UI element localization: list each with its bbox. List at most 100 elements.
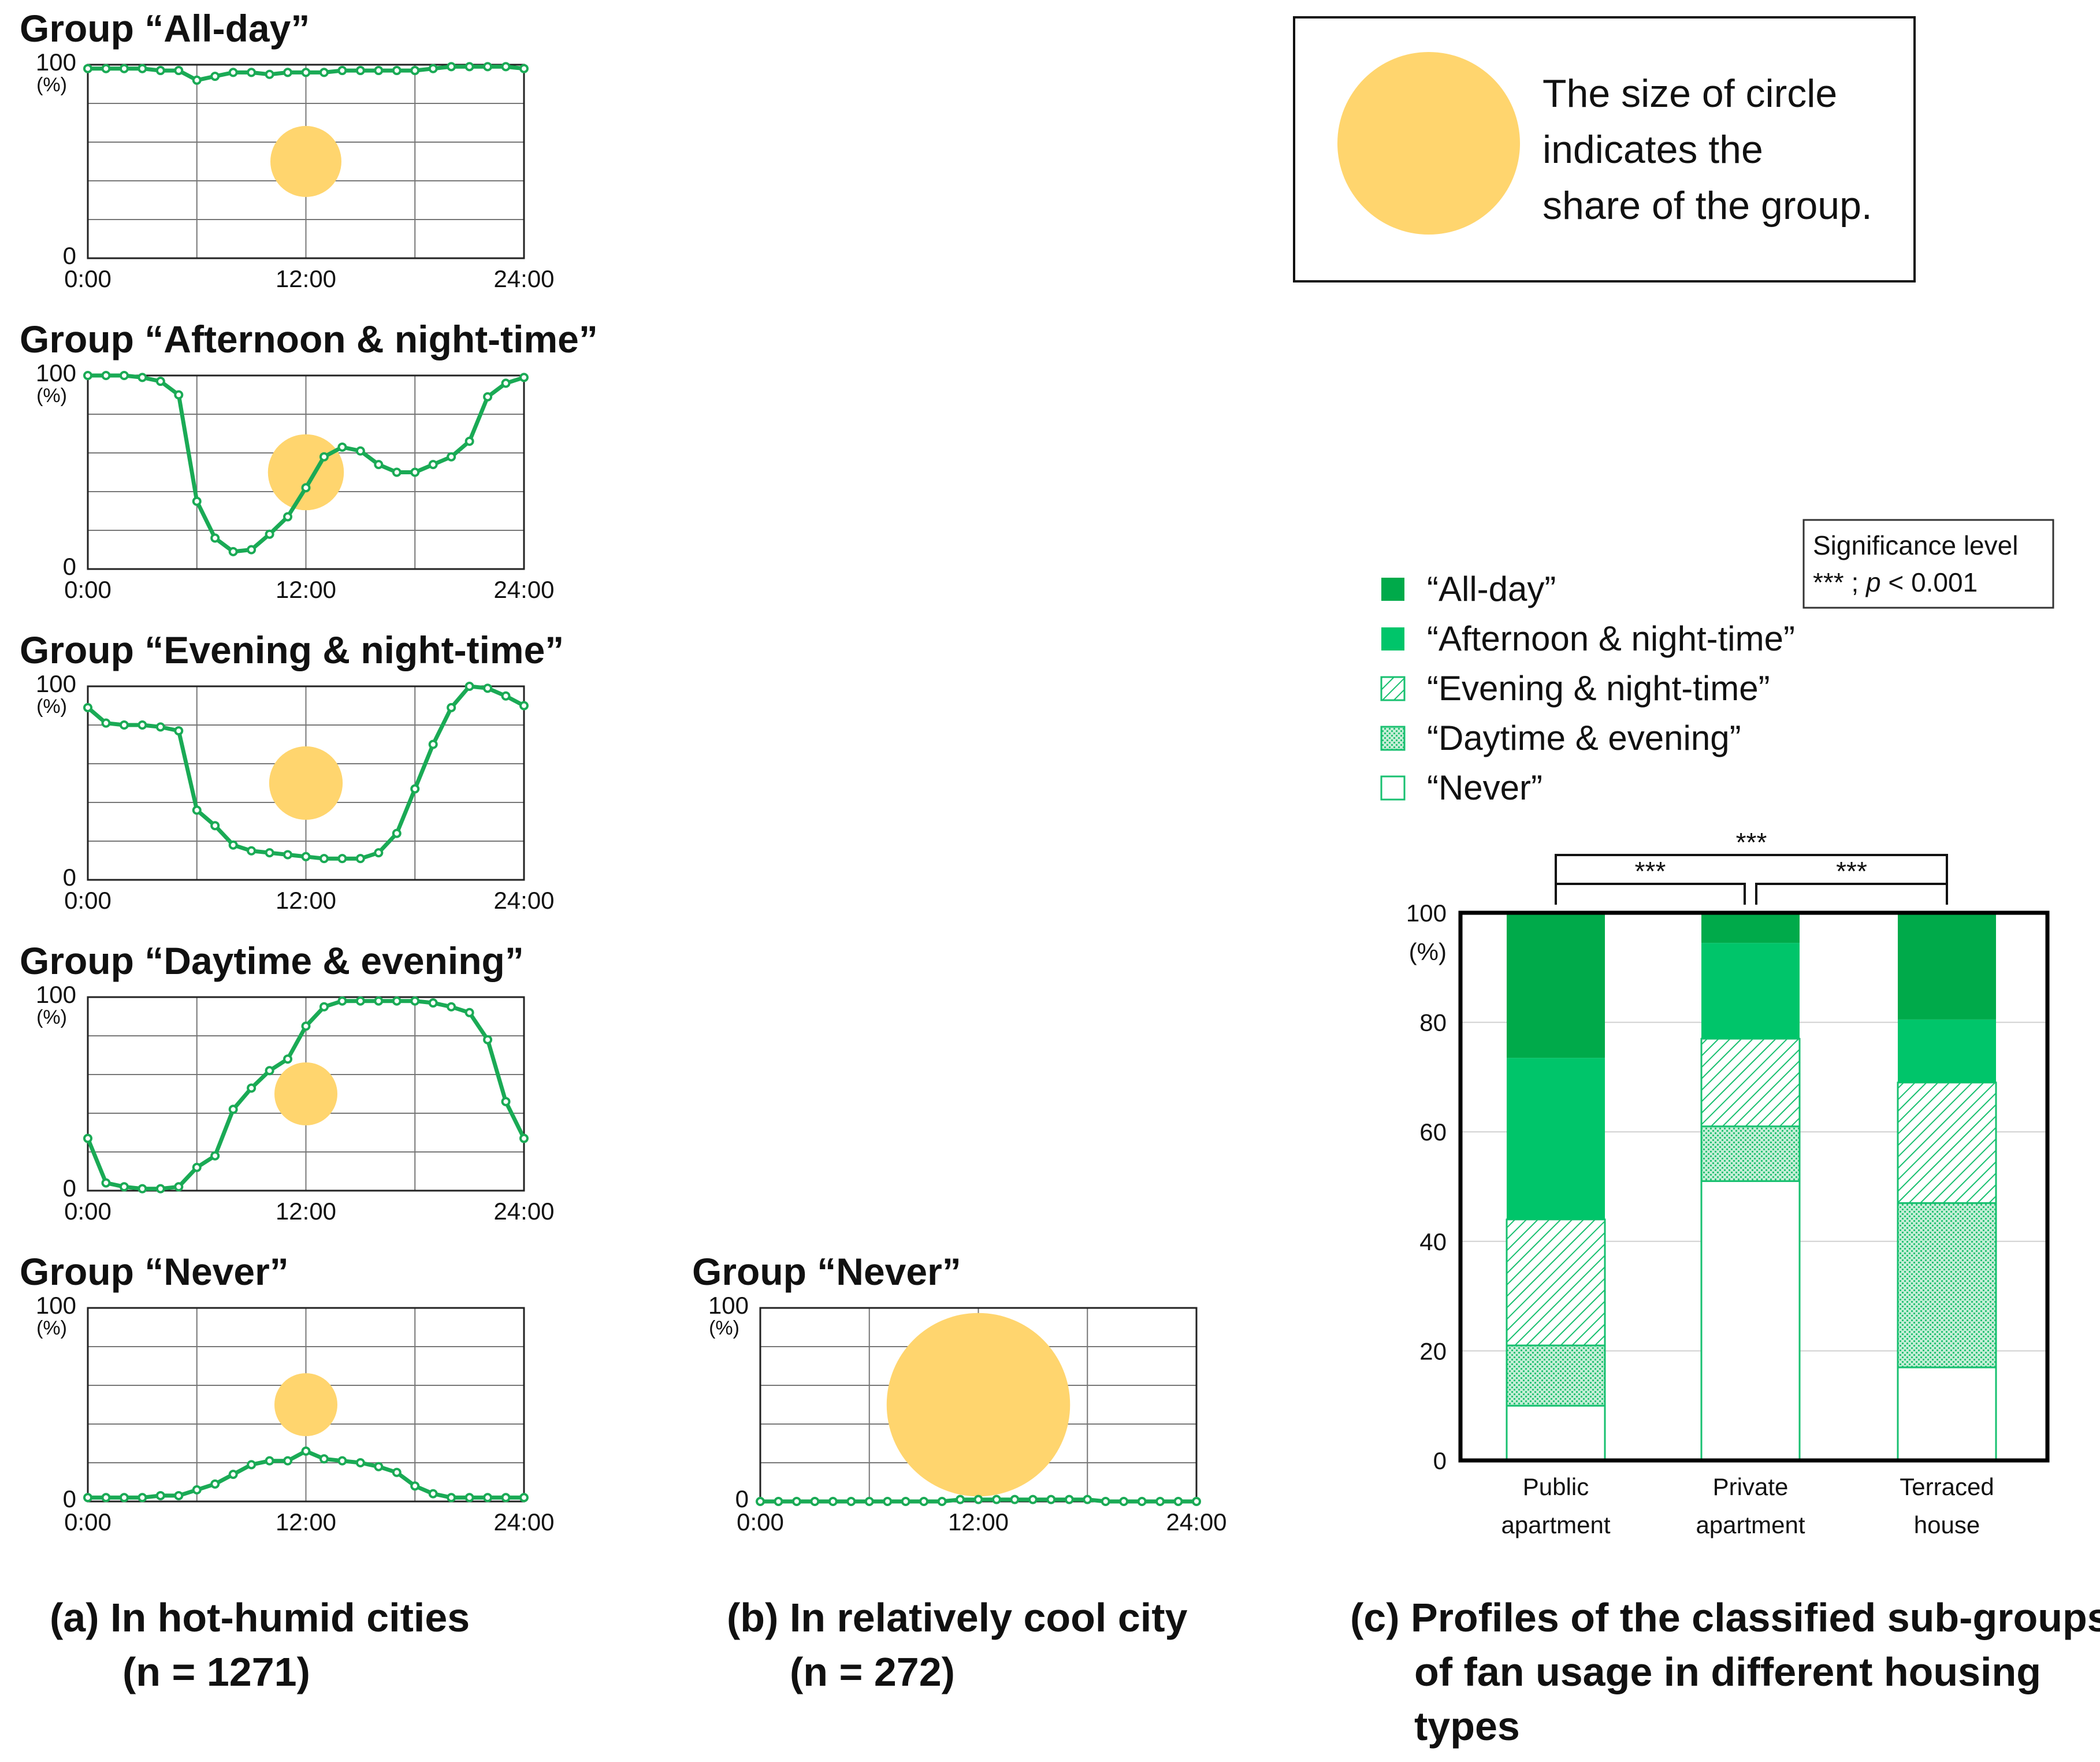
x-axis-tick-label: 0:00 — [64, 1508, 111, 1536]
significance-bracket — [1555, 854, 1948, 905]
data-point — [810, 1497, 820, 1506]
data-point — [1046, 1495, 1056, 1504]
y-axis-min-label: 0 — [63, 1174, 76, 1202]
bar-segment — [1507, 913, 1605, 1058]
plot-frame — [87, 64, 525, 259]
caption-a-line1: (a) In hot-humid cities — [50, 1595, 470, 1640]
data-point — [319, 1002, 329, 1012]
circle-size-legend: The size of circle indicates the share o… — [1293, 16, 1916, 282]
significance-title: Significance level — [1813, 530, 2018, 560]
data-point — [483, 392, 493, 402]
stacked-bar-chart: Public apartment Private apartment Terraced h… — [1406, 827, 2050, 1538]
data-point — [155, 66, 165, 76]
data-point — [1028, 1495, 1038, 1504]
data-point — [447, 1493, 456, 1503]
data-point — [1064, 1495, 1074, 1504]
data-point — [337, 1456, 347, 1466]
data-point — [991, 1495, 1001, 1504]
bar-legend: “All-day” “Afternoon & night-time” “Even… — [1380, 570, 1795, 807]
data-point — [265, 1066, 274, 1076]
data-point — [464, 682, 474, 691]
bar-segment — [1898, 913, 1996, 1020]
data-point — [337, 66, 347, 76]
caption-a-line2: (n = 1271) — [122, 1649, 310, 1694]
x-axis-tick-label: 12:00 — [276, 1198, 336, 1225]
bar-segment — [1898, 1019, 1996, 1083]
data-point — [1173, 1497, 1183, 1506]
data-point — [192, 496, 202, 506]
bar-segment — [1700, 1038, 1801, 1128]
data-point — [319, 68, 329, 77]
share-circle — [270, 126, 341, 197]
data-point — [301, 852, 311, 861]
data-point — [464, 436, 474, 446]
x-axis-tick-label: 0:00 — [64, 1198, 111, 1225]
data-point — [101, 718, 111, 728]
significance-bracket — [1755, 883, 1948, 905]
data-point — [119, 1493, 129, 1503]
data-point — [265, 1456, 274, 1466]
data-point — [447, 702, 456, 712]
y-axis-min-label: 0 — [63, 1485, 76, 1512]
bar-segment — [1506, 1344, 1606, 1407]
data-point — [756, 1497, 765, 1506]
bar-segment — [1507, 1058, 1605, 1220]
y-axis-min-label: 0 — [735, 1485, 749, 1512]
data-point — [283, 1054, 293, 1064]
data-point — [265, 529, 274, 539]
data-point — [319, 452, 329, 462]
y-axis-max-label: 100 — [36, 359, 76, 386]
plot-frame — [87, 996, 525, 1192]
data-point — [192, 1485, 202, 1495]
data-point — [828, 1497, 838, 1506]
data-point — [83, 1133, 92, 1143]
data-point — [265, 69, 274, 79]
data-point — [973, 1495, 983, 1504]
y-axis-max-label: 100 — [36, 981, 76, 1008]
legend-swatch-afternoon-night — [1381, 627, 1404, 650]
y-axis-min-label: 0 — [63, 864, 76, 891]
data-point — [937, 1497, 947, 1506]
data-point — [428, 1489, 438, 1499]
data-point — [228, 840, 238, 850]
data-point — [883, 1497, 893, 1506]
data-point — [1101, 1497, 1110, 1506]
significance-level-box: Significance level *** ; p < 0.001 — [1802, 519, 2054, 609]
data-point — [464, 62, 474, 72]
y-axis-unit-label: (%) — [709, 1317, 739, 1339]
legend-swatch-evening-night — [1380, 676, 1406, 701]
legend-circle — [1337, 52, 1520, 235]
data-point — [301, 483, 311, 493]
data-point — [428, 64, 438, 73]
bar-segment — [1897, 1081, 1997, 1204]
legend-circle-text-3: share of the group. — [1543, 184, 1872, 228]
data-point — [247, 545, 257, 555]
caption-c-line1: (c) Profiles of the classified sub-group… — [1350, 1595, 2100, 1640]
data-point — [247, 1460, 257, 1470]
data-point — [174, 726, 184, 736]
x-category-label-line1: Terraced — [1900, 1473, 1994, 1500]
data-point — [174, 66, 184, 76]
legend-label-evening-night: “Evening & night-time” — [1427, 669, 1770, 708]
data-point — [337, 854, 347, 864]
data-point — [919, 1497, 929, 1506]
significance-stars: *** — [1635, 856, 1666, 886]
line-chart-never-hot: 100(%) 00:00 12:00 24:00 — [36, 1292, 555, 1536]
data-point — [1192, 1497, 1201, 1506]
data-point — [337, 996, 347, 1006]
data-point — [1010, 1495, 1020, 1504]
bar-segment — [1700, 1125, 1801, 1183]
bar-y-tick-label: 60 — [1419, 1118, 1447, 1146]
data-point — [319, 1454, 329, 1464]
data-point — [119, 64, 129, 73]
data-point — [447, 452, 456, 462]
data-point — [501, 378, 511, 388]
data-point — [791, 1497, 801, 1506]
x-axis-tick-label: 0:00 — [64, 265, 111, 292]
data-point — [410, 1481, 420, 1491]
data-point — [283, 850, 293, 860]
x-axis-tick-label: 12:00 — [276, 576, 336, 603]
y-axis-min-label: 0 — [63, 242, 76, 269]
data-point — [392, 1467, 402, 1477]
